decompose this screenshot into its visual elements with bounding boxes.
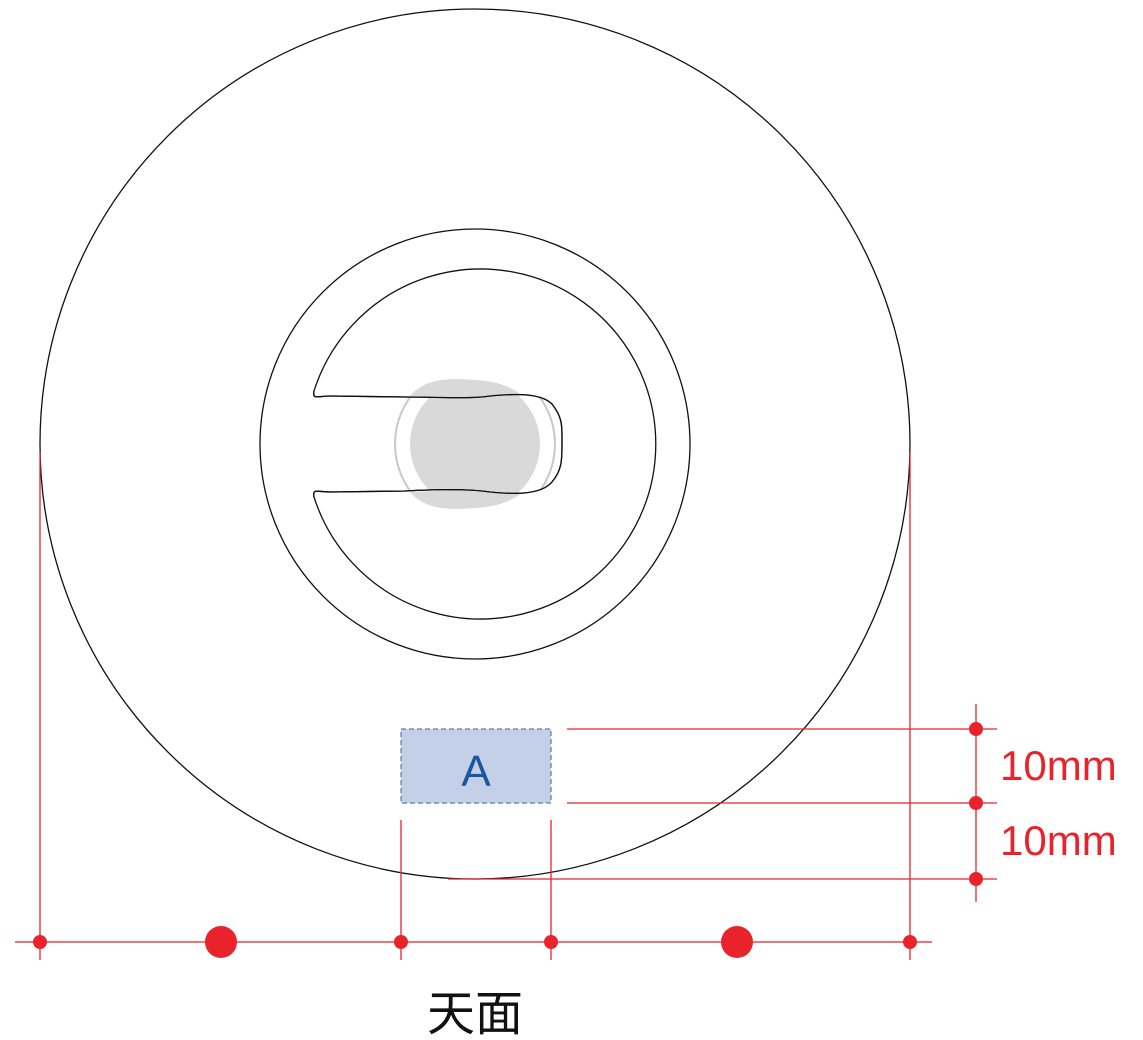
dot-large-left (205, 926, 237, 958)
dimension-dots (33, 722, 983, 958)
label-area-a (400, 728, 552, 804)
dimension-lines (15, 452, 997, 960)
dimension-text-top: 10mm (1000, 742, 1117, 789)
slot-tongue-outline (312, 390, 563, 498)
dot-a-right (544, 935, 558, 949)
dot-dim-top (969, 722, 983, 736)
center-hole-fill (410, 379, 540, 509)
dot-dim-bottom (969, 872, 983, 886)
dot-left (33, 935, 47, 949)
dot-a-left (394, 935, 408, 949)
hole-gray-bottom-segment (410, 490, 520, 509)
dimension-text-bottom: 10mm (1000, 817, 1117, 864)
label-area-a-text: A (461, 747, 491, 796)
view-label: 天面 (427, 988, 523, 1040)
inner-ring-outer (259, 228, 691, 660)
dot-large-right (721, 926, 753, 958)
dot-right (903, 935, 917, 949)
dot-dim-mid (969, 796, 983, 810)
hole-gray-top-segment (410, 379, 520, 398)
